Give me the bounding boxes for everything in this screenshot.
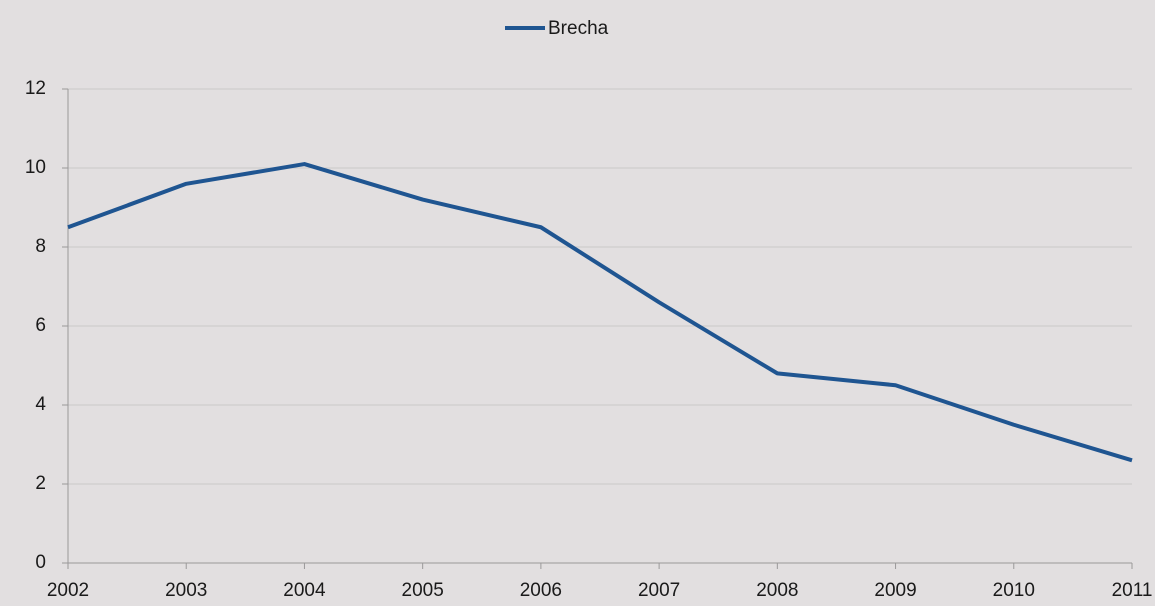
x-tick-label: 2008 xyxy=(756,580,798,601)
x-tick-label: 2011 xyxy=(1112,580,1153,601)
x-tick-label: 2007 xyxy=(638,580,680,601)
x-tick-label: 2005 xyxy=(402,580,444,601)
x-tick-label: 2004 xyxy=(283,580,326,601)
x-tick-label: 2006 xyxy=(520,580,562,601)
y-tick-label: 10 xyxy=(25,157,46,178)
x-tick-label: 2003 xyxy=(165,580,207,601)
y-tick-label: 2 xyxy=(35,473,46,494)
x-tick-label: 2009 xyxy=(874,580,916,601)
legend-label: Brecha xyxy=(548,18,609,39)
y-tick-label: 6 xyxy=(35,315,46,336)
series-line xyxy=(67,162,1133,463)
y-tick-label: 0 xyxy=(35,552,46,573)
y-tick-label: 8 xyxy=(35,236,46,257)
x-tick-label: 2010 xyxy=(993,580,1035,601)
y-tick-label: 12 xyxy=(25,78,46,99)
x-tick-label: 2002 xyxy=(47,580,89,601)
y-tick-label: 4 xyxy=(35,394,46,415)
